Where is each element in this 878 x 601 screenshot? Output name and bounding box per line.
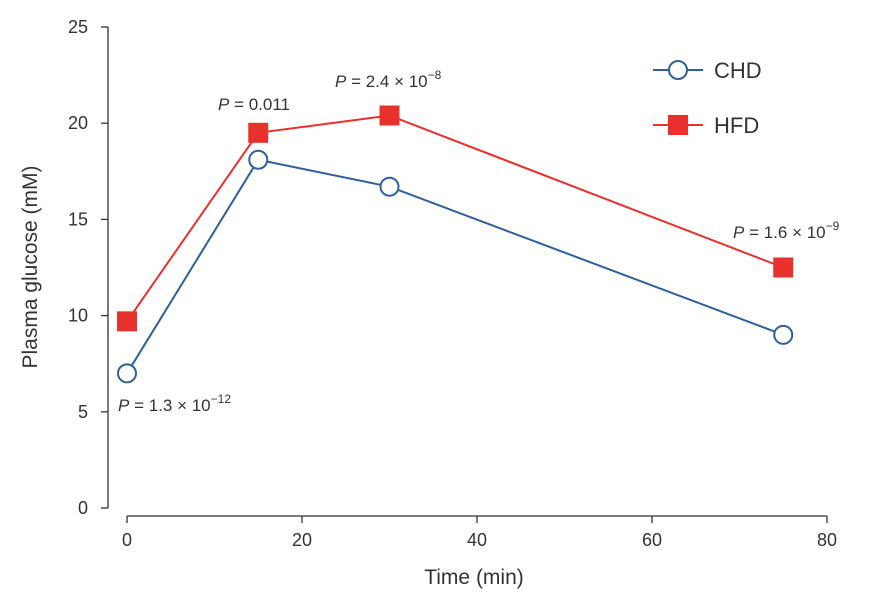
- legend-label-hfd: HFD: [714, 113, 759, 138]
- p-value-annotation: P = 1.3 × 10−12: [118, 392, 231, 415]
- legend-label-chd: CHD: [714, 58, 762, 83]
- y-tick-label: 25: [68, 17, 88, 37]
- x-tick-label: 60: [642, 530, 662, 550]
- p-value-annotation: P = 1.6 × 10−9: [733, 219, 840, 242]
- y-tick-label: 10: [68, 306, 88, 326]
- data-point-hfd: [668, 115, 688, 135]
- x-tick-label: 0: [122, 530, 132, 550]
- data-point-hfd: [379, 105, 400, 126]
- p-value-annotation: P = 0.011: [218, 95, 290, 114]
- data-point-chd: [248, 149, 269, 170]
- data-point-hfd: [248, 122, 269, 143]
- data-point-chd: [379, 176, 400, 197]
- data-point-hfd: [117, 311, 137, 332]
- data-point-chd: [117, 363, 137, 384]
- y-tick-label: 15: [68, 209, 88, 229]
- data-point-chd: [668, 60, 688, 80]
- x-tick-label: 80: [817, 530, 837, 550]
- x-axis-label: Time (min): [424, 566, 524, 589]
- y-tick-label: 5: [78, 402, 88, 422]
- y-axis-label: Plasma glucose (mM): [19, 165, 42, 368]
- data-point-chd: [773, 324, 794, 345]
- y-tick-label: 20: [68, 113, 88, 133]
- p-value-annotation: P = 2.4 × 10−8: [335, 68, 442, 91]
- y-tick-label: 0: [78, 498, 88, 518]
- x-tick-label: 40: [467, 530, 487, 550]
- x-tick-label: 20: [292, 530, 312, 550]
- series-line-hfd: [126, 114, 784, 322]
- data-point-hfd: [773, 257, 794, 278]
- series-line-chd: [126, 158, 784, 374]
